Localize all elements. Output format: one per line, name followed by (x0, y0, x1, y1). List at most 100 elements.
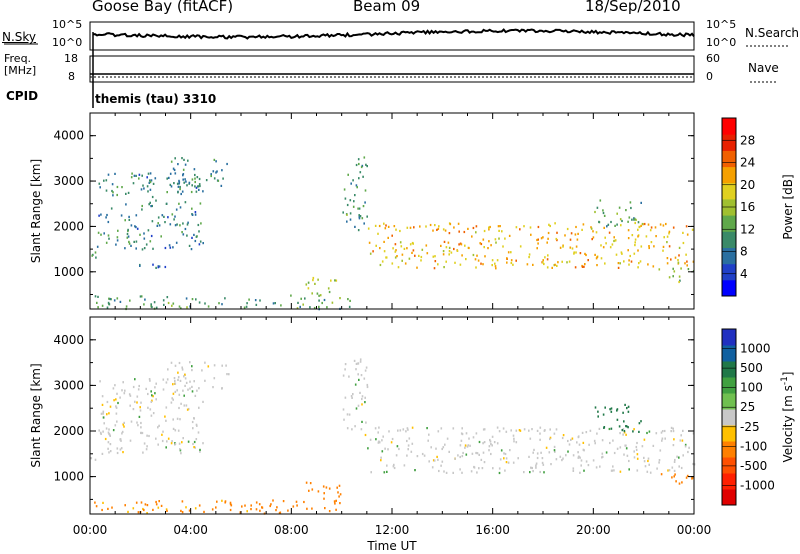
power-echo-cell (166, 191, 168, 194)
velocity-echo-cell (504, 452, 507, 456)
velocity-echo-cell (667, 469, 669, 472)
power-echo-cell (354, 225, 356, 228)
power-echo-cell (491, 259, 494, 262)
power-echo-cell (634, 241, 636, 244)
velocity-echo-cell (170, 361, 173, 364)
power-echo-cell (668, 276, 671, 279)
velocity-echo-cell (553, 445, 556, 448)
power-echo-cell (630, 260, 633, 263)
power-echo-cell (475, 225, 478, 228)
nave-tick-low: 0 (706, 70, 713, 83)
power-echo-cell (186, 223, 189, 226)
power-echo-cell (126, 232, 129, 236)
velocity-echo-cell (393, 463, 395, 466)
power-echo-cell (491, 264, 493, 267)
velocity-echo-cell (124, 389, 126, 392)
power-echo-cell (147, 172, 150, 175)
velocity-echo-cell (339, 502, 341, 505)
velocity-echo-cell (622, 433, 624, 436)
power-echo-cell (346, 213, 348, 216)
power-echo-cell (128, 240, 130, 243)
velocity-echo-cell (609, 408, 611, 411)
velocity-echo-cell (132, 507, 135, 510)
velocity-echo-cell (670, 430, 672, 433)
power-echo-cell (193, 168, 196, 171)
power-echo-cell (221, 169, 223, 172)
power-echo-cell (304, 297, 306, 300)
power-echo-cell (179, 206, 182, 209)
power-colorbar-tick-label: 24 (740, 156, 755, 170)
power-echo-cell (602, 246, 605, 249)
power-echo-cell (358, 214, 360, 217)
velocity-echo-cell (167, 368, 169, 371)
velocity-echo-cell (386, 464, 388, 467)
velocity-echo-cell (680, 434, 682, 437)
velocity-echo-cell (211, 508, 214, 511)
velocity-echo-cell (106, 413, 108, 416)
velocity-echo-cell (428, 460, 430, 463)
power-echo-cell (135, 214, 138, 217)
power-echo-cell (668, 230, 671, 233)
velocity-echo-cell (440, 464, 442, 467)
power-echo-cell (532, 263, 534, 266)
power-echo-cell (666, 257, 669, 260)
power-echo-cell (140, 188, 143, 191)
velocity-echo-cell (502, 427, 505, 430)
power-echo-cell (352, 205, 355, 208)
velocity-echo-cell (346, 427, 349, 430)
power-echo-cell (156, 224, 159, 227)
nsearch-tick-high: 10^5 (706, 18, 737, 31)
velocity-echo-cell (512, 461, 515, 464)
velocity-echo-cell (452, 471, 454, 474)
power-echo-cell (600, 257, 603, 260)
velocity-echo-cell (427, 439, 429, 442)
power-echo-cell (490, 244, 492, 247)
power-echo-cell (296, 307, 299, 310)
power-echo-cell (246, 302, 248, 305)
power-echo-cell (290, 294, 292, 297)
power-echo-cell (363, 156, 366, 159)
velocity-echo-cell (381, 439, 383, 442)
power-echo-cell (182, 233, 185, 236)
power-echo-cell (143, 303, 145, 306)
velocity-echo-cell (357, 373, 359, 376)
power-echo-cell (665, 222, 667, 226)
power-echo-cell (633, 252, 636, 255)
power-echo-cell (344, 197, 347, 200)
velocity-echo-cell (505, 457, 508, 460)
velocity-echo-cell (625, 433, 627, 436)
velocity-echo-cell (461, 433, 464, 436)
velocity-echo-cell (152, 412, 155, 415)
power-echo-cell (594, 210, 596, 214)
velocity-echo-cell (221, 499, 223, 502)
power-echo-cell (619, 218, 622, 221)
power-echo-cell (171, 304, 173, 307)
velocity-echo-cell (98, 429, 100, 432)
power-ytick-label: 4000 (53, 129, 84, 143)
power-echo-cell (687, 268, 690, 271)
power-echo-cell (132, 182, 135, 185)
power-echo-cell (191, 178, 194, 181)
power-echo-cell (121, 186, 123, 189)
power-echo-cell (154, 177, 157, 180)
velocity-echo-cell (230, 504, 233, 507)
velocity-echo-cell (121, 389, 123, 392)
velocity-echo-cell (174, 379, 176, 383)
power-echo-cell (607, 223, 610, 226)
velocity-echo-cell (136, 421, 138, 424)
power-echo-cell (198, 188, 200, 191)
velocity-echo-cell (622, 411, 624, 414)
power-echo-cell (146, 185, 149, 188)
velocity-echo-cell (221, 364, 223, 367)
velocity-colorbar-tick-label: -1000 (740, 478, 775, 492)
velocity-echo-cell (493, 441, 496, 444)
freq-panel-frame (89, 55, 695, 83)
velocity-ylabel: Slant Range [km] (29, 363, 43, 467)
velocity-echo-cell (150, 390, 152, 393)
velocity-echo-cell (142, 507, 144, 511)
velocity-echo-cell (678, 456, 680, 459)
velocity-echo-cell (660, 431, 663, 434)
velocity-echo-cell (374, 427, 377, 430)
velocity-echo-cell (388, 430, 390, 433)
power-echo-cell (630, 206, 632, 210)
